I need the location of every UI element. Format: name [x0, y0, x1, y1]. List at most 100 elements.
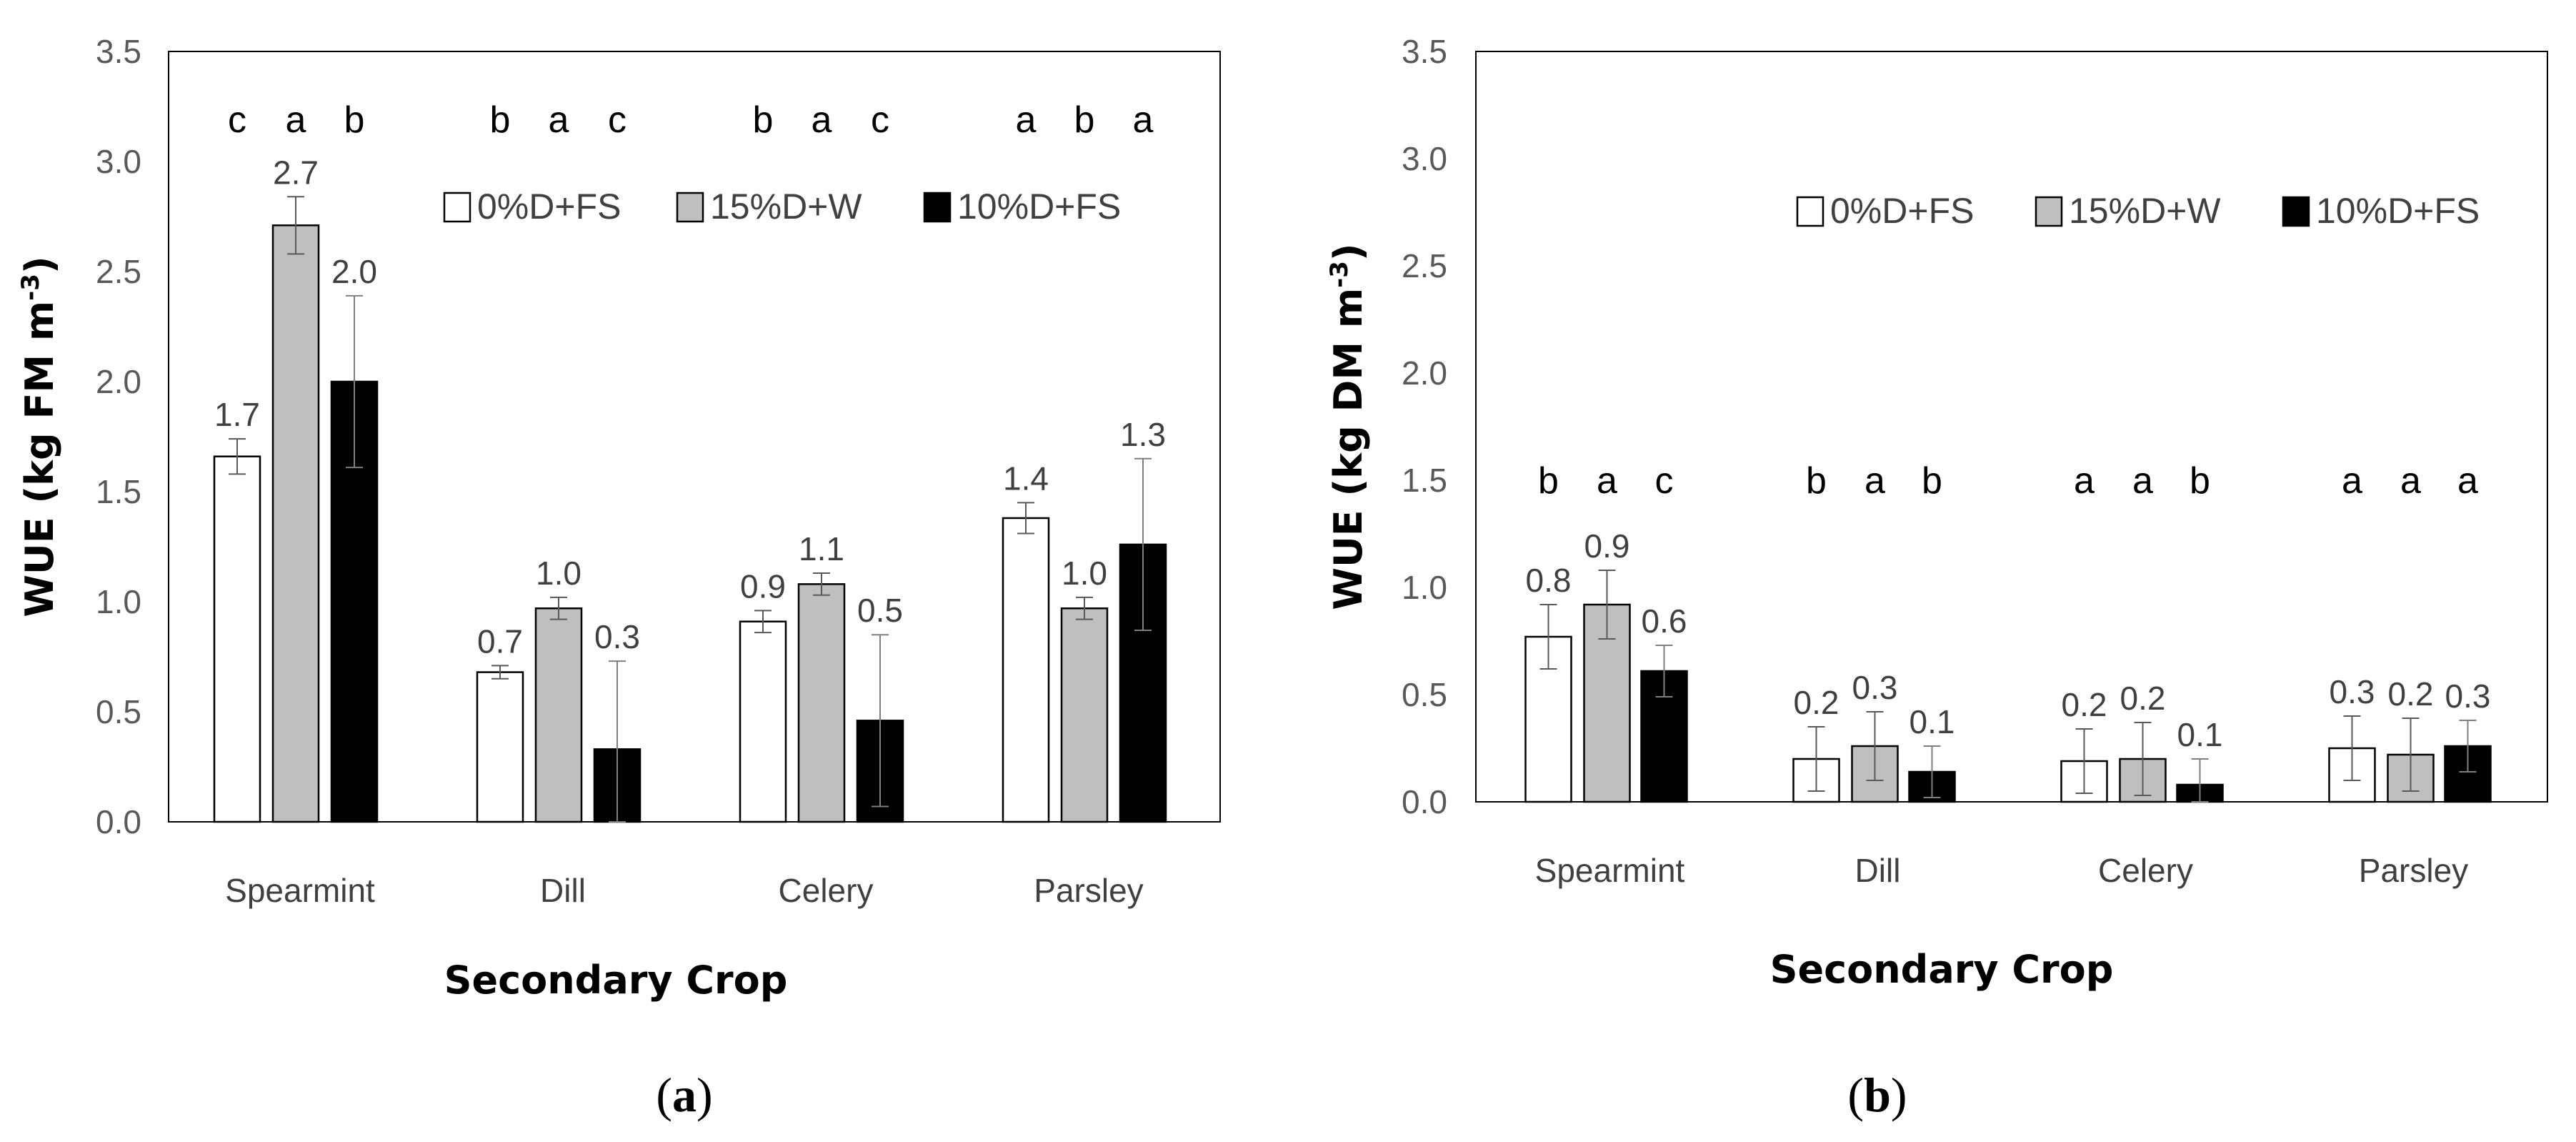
significance-letter: a: [1597, 460, 1617, 502]
y-tick-label: 3.0: [96, 143, 141, 180]
legend-swatch: [676, 192, 704, 223]
y-axis-title: WUE (kg FM m-3): [16, 256, 62, 617]
legend-label: 15%D+W: [710, 187, 862, 227]
x-category-label: Parsley: [1034, 872, 1143, 909]
x-category-label: Celery: [2098, 852, 2193, 889]
y-tick-label: 2.0: [96, 363, 141, 400]
legend-label: 10%D+FS: [2316, 191, 2480, 231]
y-tick-label: 1.5: [1402, 462, 1447, 499]
bar-value-label: 0.6: [1642, 602, 1687, 640]
legend-swatch: [2282, 196, 2310, 227]
significance-letter: a: [286, 99, 306, 141]
bar: [1002, 517, 1050, 823]
significance-letter: a: [2400, 460, 2421, 502]
significance-letter: c: [1655, 460, 1674, 502]
legend-label: 10%D+FS: [957, 187, 1121, 227]
panel-label: (b): [1847, 1068, 1907, 1122]
bar-value-label: 1.7: [214, 396, 260, 433]
legend-label: 0%D+FS: [477, 187, 621, 227]
bar-value-label: 1.0: [1062, 555, 1107, 592]
y-tick-label: 2.5: [1402, 247, 1447, 284]
y-tick-label: 0.5: [96, 693, 141, 730]
x-category-label: Parsley: [2359, 852, 2468, 889]
bar-value-label: 1.3: [1120, 416, 1166, 453]
significance-letter: b: [1538, 460, 1559, 502]
bar: [1060, 607, 1109, 823]
significance-letter: b: [1806, 460, 1827, 502]
x-axis-title: Secondary Crop: [1770, 947, 2114, 992]
significance-letter: b: [753, 99, 774, 141]
significance-letter: c: [871, 99, 889, 141]
bar-value-label: 1.1: [799, 530, 844, 567]
y-axis-title: WUE (kg DM m-3): [1325, 243, 1371, 610]
significance-letter: b: [1922, 460, 1942, 502]
significance-letter: a: [2342, 460, 2362, 502]
significance-letter: a: [2457, 460, 2478, 502]
y-tick-label: 0.5: [1402, 676, 1447, 713]
bar-value-label: 0.3: [2330, 673, 2375, 710]
bar-value-label: 0.3: [2445, 677, 2491, 715]
significance-letter: a: [1864, 460, 1885, 502]
bar: [476, 671, 524, 823]
y-tick-label: 2.5: [96, 253, 141, 290]
bar-value-label: 2.0: [331, 253, 377, 290]
legend-swatch: [2035, 196, 2063, 227]
bar-value-label: 0.9: [1584, 527, 1630, 565]
significance-letter: a: [812, 99, 832, 141]
significance-letter: a: [1133, 99, 1154, 141]
y-tick-label: 1.0: [1402, 569, 1447, 606]
y-tick-label: 3.5: [96, 33, 141, 70]
bar-value-label: 0.2: [1794, 684, 1839, 721]
y-tick-label: 3.5: [1402, 33, 1447, 70]
bar-value-label: 0.7: [477, 622, 523, 660]
bar-value-label: 0.8: [1526, 562, 1572, 599]
bar: [1640, 670, 1688, 803]
bar-value-label: 0.9: [740, 567, 786, 605]
bar-value-label: 2.7: [273, 154, 319, 191]
significance-letter: b: [490, 99, 511, 141]
bar-value-label: 0.1: [2177, 716, 2223, 753]
significance-letter: a: [549, 99, 569, 141]
significance-letter: b: [344, 99, 365, 141]
bar: [797, 583, 846, 823]
significance-letter: c: [608, 99, 626, 141]
y-tick-label: 2.0: [1402, 354, 1447, 392]
bar-value-label: 0.5: [857, 592, 903, 629]
panel-label: (a): [656, 1068, 712, 1122]
significance-letter: a: [1016, 99, 1037, 141]
legend-swatch: [923, 192, 952, 223]
bar-value-label: 0.2: [2120, 680, 2166, 717]
bar-value-label: 1.0: [536, 555, 581, 592]
significance-letter: b: [1074, 99, 1095, 141]
bar: [534, 607, 583, 823]
y-tick-label: 0.0: [96, 803, 141, 840]
x-category-label: Celery: [779, 872, 874, 909]
legend-label: 15%D+W: [2069, 191, 2221, 231]
legend-swatch: [1796, 196, 1824, 227]
x-category-label: Dill: [1855, 852, 1901, 889]
bar-value-label: 0.3: [1852, 669, 1898, 706]
y-tick-label: 3.0: [1402, 140, 1447, 177]
y-tick-label: 1.0: [96, 583, 141, 620]
bar: [271, 224, 320, 823]
plot-area-border: [1475, 51, 2548, 803]
significance-letter: b: [2190, 460, 2210, 502]
significance-letter: c: [228, 99, 246, 141]
significance-letter: a: [2132, 460, 2153, 502]
bar-value-label: 0.2: [2062, 686, 2107, 723]
bar: [739, 620, 787, 823]
bar-value-label: 0.3: [594, 618, 640, 655]
panel-a-chart: 0.0 0.5 1.0 1.5 2.0 2.5 3.0 3.5 WUE (kg FM m-3) S…: [16, 33, 1221, 1122]
x-axis-title: Secondary Crop: [444, 958, 788, 1003]
legend-label: 0%D+FS: [1830, 191, 1974, 231]
x-category-label: Spearmint: [1535, 852, 1685, 889]
plot-area-border: [168, 51, 1221, 823]
legend-swatch: [443, 192, 471, 223]
significance-letter: a: [2074, 460, 2095, 502]
bar: [213, 455, 261, 823]
bar-value-label: 1.4: [1003, 460, 1049, 497]
panel-b-chart: 0.0 0.5 1.0 1.5 2.0 2.5 3.0 3.5 WUE (kg DM m-3) S…: [1325, 33, 2548, 1122]
bar-value-label: 0.2: [2388, 675, 2434, 712]
x-category-label: Dill: [540, 872, 586, 909]
